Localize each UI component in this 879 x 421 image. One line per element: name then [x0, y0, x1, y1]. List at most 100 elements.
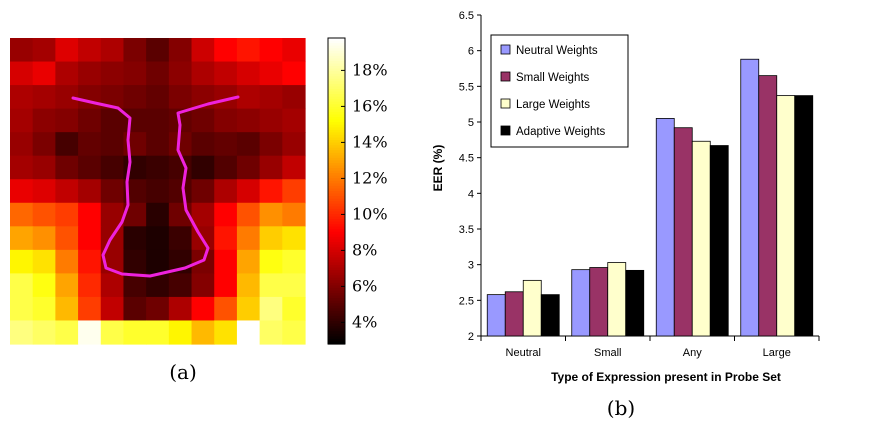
heatmap-cell — [191, 132, 215, 157]
x-axis: Neutral Small Any Large — [480, 336, 820, 359]
heatmap-cell — [32, 155, 56, 180]
heatmap-cell — [100, 155, 125, 180]
bar — [607, 262, 627, 337]
heatmap-cell — [191, 38, 215, 63]
heatmap-cell — [146, 38, 170, 63]
heatmap-cell — [78, 108, 102, 133]
bar — [776, 95, 796, 337]
heatmap-cell — [55, 155, 79, 180]
heatmap-cell — [55, 61, 79, 86]
heatmap-cell — [259, 320, 283, 345]
y-tick-label: 5 — [468, 117, 474, 129]
heatmap-cell — [168, 155, 193, 180]
heatmap-cell — [55, 108, 79, 133]
heatmap-cell — [78, 61, 102, 86]
heatmap-cell — [259, 108, 283, 133]
x-tick-label: Any — [683, 347, 702, 359]
legend: Neutral Weights Small Weights Large Weight… — [490, 34, 629, 148]
bar — [625, 269, 645, 337]
heatmap-cell — [123, 85, 147, 110]
heatmap-cell — [123, 38, 147, 63]
heatmap-cell — [168, 320, 193, 345]
heatmap-cell — [10, 85, 34, 110]
bar — [709, 145, 729, 337]
heatmap-cell — [236, 155, 261, 180]
heatmap-cell — [282, 108, 306, 133]
heatmap-cell — [78, 273, 102, 298]
heatmap-cell — [146, 273, 170, 298]
heatmap-cell — [100, 38, 125, 63]
heatmap-cell — [78, 179, 102, 204]
heatmap-cell — [214, 108, 238, 133]
heatmap-cell — [100, 108, 125, 133]
heatmap-cell — [55, 132, 79, 157]
heatmap-cell — [32, 132, 56, 157]
heatmap-cell — [168, 85, 193, 110]
colorbar-tick-label: 4% — [352, 312, 377, 331]
heatmap-cell — [78, 226, 102, 251]
heatmap-cell — [146, 108, 170, 133]
y-tick-label: 6 — [468, 46, 474, 58]
heatmap-cell — [146, 320, 170, 345]
heatmap-cell — [146, 296, 170, 322]
bar — [758, 75, 778, 337]
heatmap-cell — [191, 61, 215, 86]
x-tick-label: Neutral — [506, 347, 541, 359]
heatmap-cell — [123, 320, 147, 345]
heatmap-cell — [55, 85, 79, 110]
heatmap-cell — [214, 85, 238, 110]
heatmap-cell — [236, 108, 261, 133]
heatmap-cell — [214, 61, 238, 86]
colorbar-tick-label: 12% — [352, 168, 388, 187]
heatmap-cell — [236, 202, 261, 227]
heatmap-cell — [236, 132, 261, 157]
heatmap-cell — [32, 179, 56, 204]
heatmap-cell — [214, 179, 238, 204]
heatmap-cell — [55, 296, 79, 322]
heatmap-cell — [236, 273, 261, 298]
bar — [486, 294, 506, 337]
heatmap-cell — [168, 61, 193, 86]
heatmap-cell — [146, 202, 170, 227]
heatmap-cell — [32, 202, 56, 227]
heatmap-cell — [100, 179, 125, 204]
heatmap-cell — [78, 320, 102, 345]
heatmap-cell — [32, 85, 56, 110]
heatmap-cell — [259, 296, 283, 322]
heatmap-cell — [100, 296, 125, 322]
heatmap-cell — [191, 155, 215, 180]
heatmap-cell — [236, 296, 261, 322]
heatmap-cell — [191, 296, 215, 322]
heatmap-cell — [10, 202, 34, 227]
heatmap-cell — [214, 273, 238, 298]
heatmap-cell — [259, 273, 283, 298]
heatmap-cell — [10, 132, 34, 157]
heatmap-cell — [214, 296, 238, 322]
heatmap-cell — [191, 320, 215, 345]
heatmap-cell — [10, 249, 34, 274]
heatmap-cell — [55, 249, 79, 274]
bar — [691, 140, 711, 337]
legend-label: Small Weights — [516, 72, 590, 84]
heatmap-cell — [78, 85, 102, 110]
legend-swatch — [500, 98, 511, 109]
heatmap-cell — [259, 226, 283, 251]
heatmap-cell — [123, 108, 147, 133]
heatmap-cell — [282, 320, 306, 345]
heatmap-cell — [123, 249, 147, 274]
heatmap-cell — [32, 108, 56, 133]
legend-label: Large Weights — [516, 99, 590, 111]
heatmap-cell — [123, 179, 147, 204]
x-tick-label: Large — [763, 347, 791, 359]
heatmap-cell — [282, 249, 306, 274]
heatmap-cell — [32, 249, 56, 274]
heatmap-cell — [10, 320, 34, 345]
heatmap-cell — [214, 38, 238, 63]
bar — [540, 294, 560, 337]
heatmap-cell — [123, 226, 147, 251]
heatmap-cell — [10, 226, 34, 251]
y-tick-label: 4.5 — [459, 153, 474, 165]
heatmap-cell — [146, 132, 170, 157]
heatmap-cell — [168, 132, 193, 157]
heatmap-cell — [168, 179, 193, 204]
